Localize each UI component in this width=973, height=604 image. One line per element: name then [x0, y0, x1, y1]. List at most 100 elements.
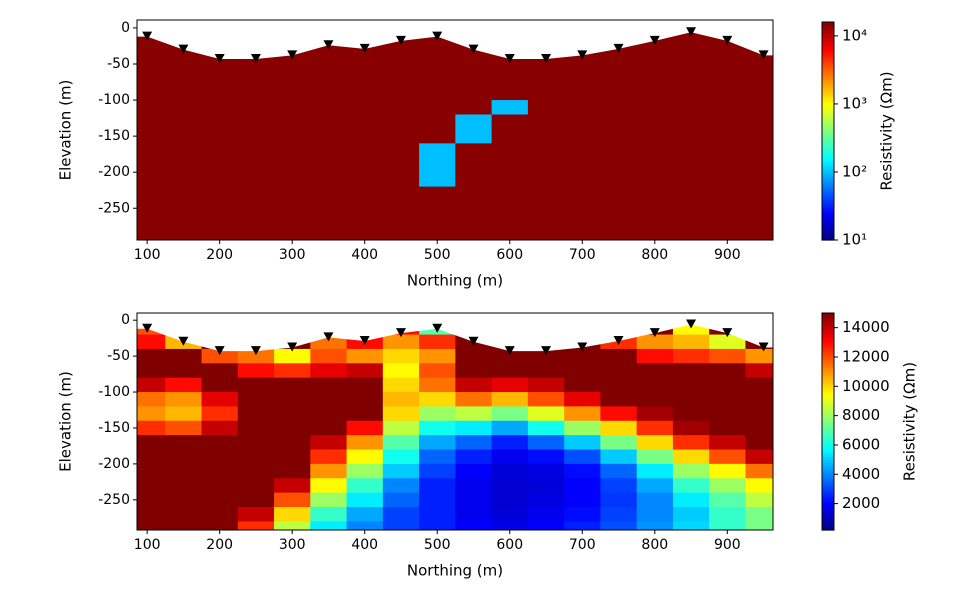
colorbar-gradient: [822, 174, 834, 178]
station-marker: [649, 328, 660, 338]
cell: [382, 114, 420, 130]
cell: [491, 463, 529, 479]
cell: [419, 215, 456, 231]
colorbar-gradient: [822, 92, 834, 97]
cell: [455, 143, 493, 159]
cell: [419, 507, 456, 522]
cell: [564, 521, 601, 530]
cell: [310, 420, 348, 436]
cell: [419, 71, 456, 87]
colorbar-gradient: [822, 193, 834, 197]
colorbar-gradient: [822, 432, 834, 436]
colorbar-gradient: [822, 502, 834, 507]
cell: [382, 348, 420, 364]
cell: [672, 377, 710, 393]
cell: [600, 186, 638, 202]
cell: [745, 215, 773, 231]
cell: [165, 392, 203, 407]
colorbar-gradient: [822, 321, 834, 325]
cell: [564, 100, 601, 115]
cell: [346, 215, 384, 231]
cell: [709, 507, 746, 522]
cell: [745, 420, 773, 436]
cell: [346, 463, 384, 479]
cell: [600, 435, 638, 451]
cell: [165, 348, 203, 364]
cell: [600, 201, 638, 216]
cell: [310, 377, 348, 393]
cell: [709, 478, 746, 494]
cell: [237, 363, 275, 379]
colorbar-gradient: [822, 511, 834, 515]
cell: [346, 172, 384, 188]
colorbar-gradient: [822, 429, 834, 433]
colorbar-gradient: [822, 459, 834, 463]
cell: [382, 478, 420, 494]
cell: [527, 143, 565, 159]
colorbar-gradient: [822, 516, 834, 520]
colorbar-gradient: [822, 375, 834, 379]
cell: [165, 186, 203, 202]
cell: [419, 478, 456, 494]
station-marker: [541, 346, 552, 356]
cell: [745, 521, 773, 530]
cell: [201, 85, 239, 101]
cell: [382, 521, 420, 530]
cell: [491, 521, 529, 530]
cell: [165, 492, 203, 508]
cell: [201, 363, 239, 379]
cell: [137, 201, 166, 216]
colorbar-frame: [821, 21, 835, 241]
cell: [491, 215, 529, 231]
y-tick-label: 0: [121, 20, 130, 36]
colorbar-gradient: [822, 494, 834, 499]
cell: [636, 71, 674, 87]
cell: [274, 201, 311, 216]
cell: [346, 186, 384, 202]
cell: [137, 143, 166, 159]
cell: [419, 449, 456, 465]
heatmap: [137, 313, 773, 530]
cell: [600, 172, 638, 188]
cell: [672, 363, 710, 379]
cell: [455, 492, 493, 508]
cell: [527, 348, 565, 364]
colorbar-gradient: [822, 367, 834, 371]
station-marker: [541, 53, 552, 63]
cell: [137, 377, 166, 393]
cell: [564, 449, 601, 465]
colorbar-gradient: [822, 122, 834, 127]
colorbar-tick-label: 6000: [842, 435, 880, 453]
colorbar-gradient: [822, 323, 834, 328]
cell: [137, 492, 166, 508]
station-marker: [214, 53, 225, 63]
y-tick-label: -150: [98, 420, 130, 436]
cell: [564, 85, 601, 101]
cell: [527, 449, 565, 465]
x-tick-label: 700: [569, 247, 596, 263]
cell: [455, 406, 493, 422]
cell: [346, 143, 384, 159]
cell: [709, 128, 746, 144]
colorbar-gradient: [822, 144, 834, 148]
colorbar-gradient: [822, 383, 834, 387]
cell: [165, 128, 203, 144]
cell: [274, 186, 311, 202]
colorbar-gradient: [822, 521, 834, 526]
colorbar-gradient: [822, 342, 834, 347]
cell: [237, 71, 275, 87]
cell: [672, 56, 710, 72]
x-tick-label: 900: [714, 247, 741, 263]
colorbar-gradient: [822, 326, 834, 330]
cell: [600, 406, 638, 422]
cell: [745, 348, 773, 364]
cell: [237, 478, 275, 494]
cell: [745, 363, 773, 379]
cell: [346, 435, 384, 451]
station-marker: [323, 332, 334, 342]
cell: [274, 85, 311, 101]
cell: [274, 56, 311, 72]
cell: [636, 157, 674, 173]
cell: [419, 334, 456, 350]
cell: [419, 406, 456, 422]
